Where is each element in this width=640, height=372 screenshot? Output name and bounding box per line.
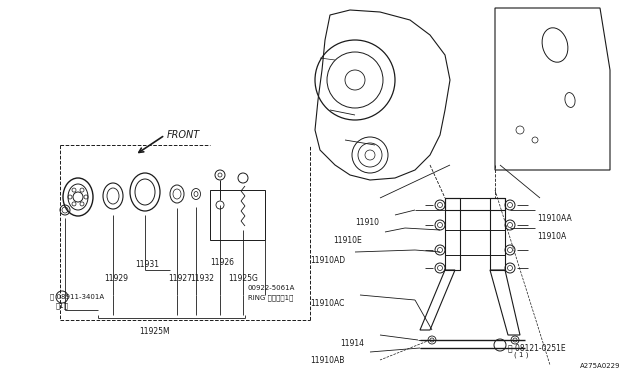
Text: ( 1 ): ( 1 ) [514, 352, 529, 359]
Text: 11910AA: 11910AA [537, 214, 572, 223]
Text: 11910AC: 11910AC [310, 299, 344, 308]
Text: 00922-5061A: 00922-5061A [248, 285, 296, 291]
Text: RING リング（1）: RING リング（1） [248, 294, 293, 301]
Text: 11929: 11929 [104, 274, 128, 283]
Text: 11932: 11932 [190, 274, 214, 283]
Bar [210, 190, 265, 240]
Text: A275A0229: A275A0229 [579, 363, 620, 369]
Text: 11925M: 11925M [140, 327, 170, 336]
Text: 11925G: 11925G [228, 274, 258, 283]
Text: ⓝ 08911-3401A: ⓝ 08911-3401A [50, 293, 104, 299]
Text: 11910AD: 11910AD [310, 256, 345, 265]
Text: （1）: （1） [56, 302, 69, 309]
Text: 11926: 11926 [210, 258, 234, 267]
Text: 11910: 11910 [355, 218, 379, 227]
Text: FRONT: FRONT [167, 130, 200, 140]
Text: 11931: 11931 [135, 260, 159, 269]
Text: Ⓑ 08121-0251E: Ⓑ 08121-0251E [508, 343, 566, 352]
Text: 11927: 11927 [168, 274, 192, 283]
Text: 11914: 11914 [340, 339, 364, 348]
Text: 11910A: 11910A [537, 232, 566, 241]
Text: 11910E: 11910E [333, 236, 362, 245]
Text: 11910AB: 11910AB [310, 356, 344, 365]
